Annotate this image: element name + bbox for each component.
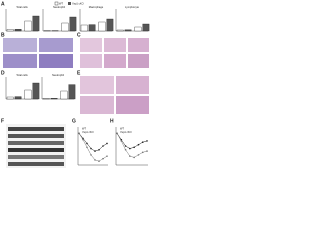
legend-label: Yap1 cKO xyxy=(120,130,132,134)
bar xyxy=(106,18,114,32)
bar xyxy=(14,96,22,100)
point xyxy=(94,150,96,152)
bar xyxy=(50,98,58,100)
bar xyxy=(60,90,68,100)
point xyxy=(94,159,96,161)
bar xyxy=(61,22,69,32)
point xyxy=(137,154,140,156)
panel-letter: E xyxy=(77,70,81,76)
line-series xyxy=(78,133,108,152)
point xyxy=(146,150,148,152)
panel-letter: F xyxy=(1,118,4,124)
panel-letter: A xyxy=(1,1,5,7)
point xyxy=(106,155,108,157)
point xyxy=(116,132,118,135)
point xyxy=(102,157,104,160)
bar xyxy=(142,23,150,32)
bar xyxy=(32,82,40,100)
panel-letter: B xyxy=(1,32,5,38)
bar xyxy=(68,84,76,100)
point xyxy=(102,145,104,147)
point xyxy=(133,156,135,159)
chart-title: Total cells xyxy=(16,5,28,9)
point xyxy=(137,143,140,146)
bar xyxy=(88,24,96,32)
bar xyxy=(32,15,40,32)
line-series xyxy=(116,133,148,158)
tissue-e xyxy=(80,76,149,114)
point xyxy=(124,149,127,151)
point xyxy=(124,145,127,147)
legend-label: WT xyxy=(120,127,124,131)
point xyxy=(90,154,92,156)
point xyxy=(82,138,84,141)
bar xyxy=(24,89,32,100)
point xyxy=(78,132,80,135)
chart-title: Lymphocyte xyxy=(125,5,139,9)
point xyxy=(141,151,144,154)
chart-title: Neutrophil xyxy=(52,73,64,77)
micrographs-b xyxy=(3,38,73,68)
bar xyxy=(69,16,77,32)
bar xyxy=(14,29,22,32)
legend-label: WT xyxy=(59,1,63,5)
western-blot xyxy=(6,124,66,168)
bar xyxy=(6,96,14,100)
figure: WT Yap1 cKO A B C D E F G H Total cells Neutrophi… xyxy=(1,1,150,168)
legend-label: Yap1 cKO xyxy=(82,130,94,134)
bar xyxy=(116,29,124,32)
point xyxy=(120,140,123,142)
legend: WT Yap1 cKO xyxy=(54,1,84,5)
point xyxy=(129,155,131,157)
bar xyxy=(42,98,50,100)
page: {"panels": ["A", "B", "C", "D", "E", "F"… xyxy=(0,0,150,173)
bar xyxy=(134,26,142,32)
chart-title: Macrophage xyxy=(89,5,104,9)
point xyxy=(133,146,135,149)
point xyxy=(98,160,100,162)
point xyxy=(90,147,92,150)
panel-letter: H xyxy=(110,118,114,124)
point xyxy=(86,146,88,149)
legend-label: WT xyxy=(82,127,86,131)
point xyxy=(86,142,88,145)
bar xyxy=(98,21,106,32)
point xyxy=(129,147,131,150)
legend-label: Yap1 cKO xyxy=(72,1,84,5)
chart-title: Neutrophil xyxy=(53,5,65,9)
bar xyxy=(24,20,32,32)
point xyxy=(141,141,144,143)
point xyxy=(98,149,100,151)
tissue-c xyxy=(80,38,149,68)
panel-letter: D xyxy=(1,70,5,76)
chart-title: Total cells xyxy=(16,73,28,77)
line-series xyxy=(78,133,108,162)
panel-letter: G xyxy=(72,118,76,124)
point xyxy=(106,142,108,145)
bar xyxy=(124,29,132,32)
bar xyxy=(80,24,88,32)
bar xyxy=(6,29,14,32)
panel-letter: C xyxy=(77,32,81,38)
point xyxy=(146,140,148,142)
